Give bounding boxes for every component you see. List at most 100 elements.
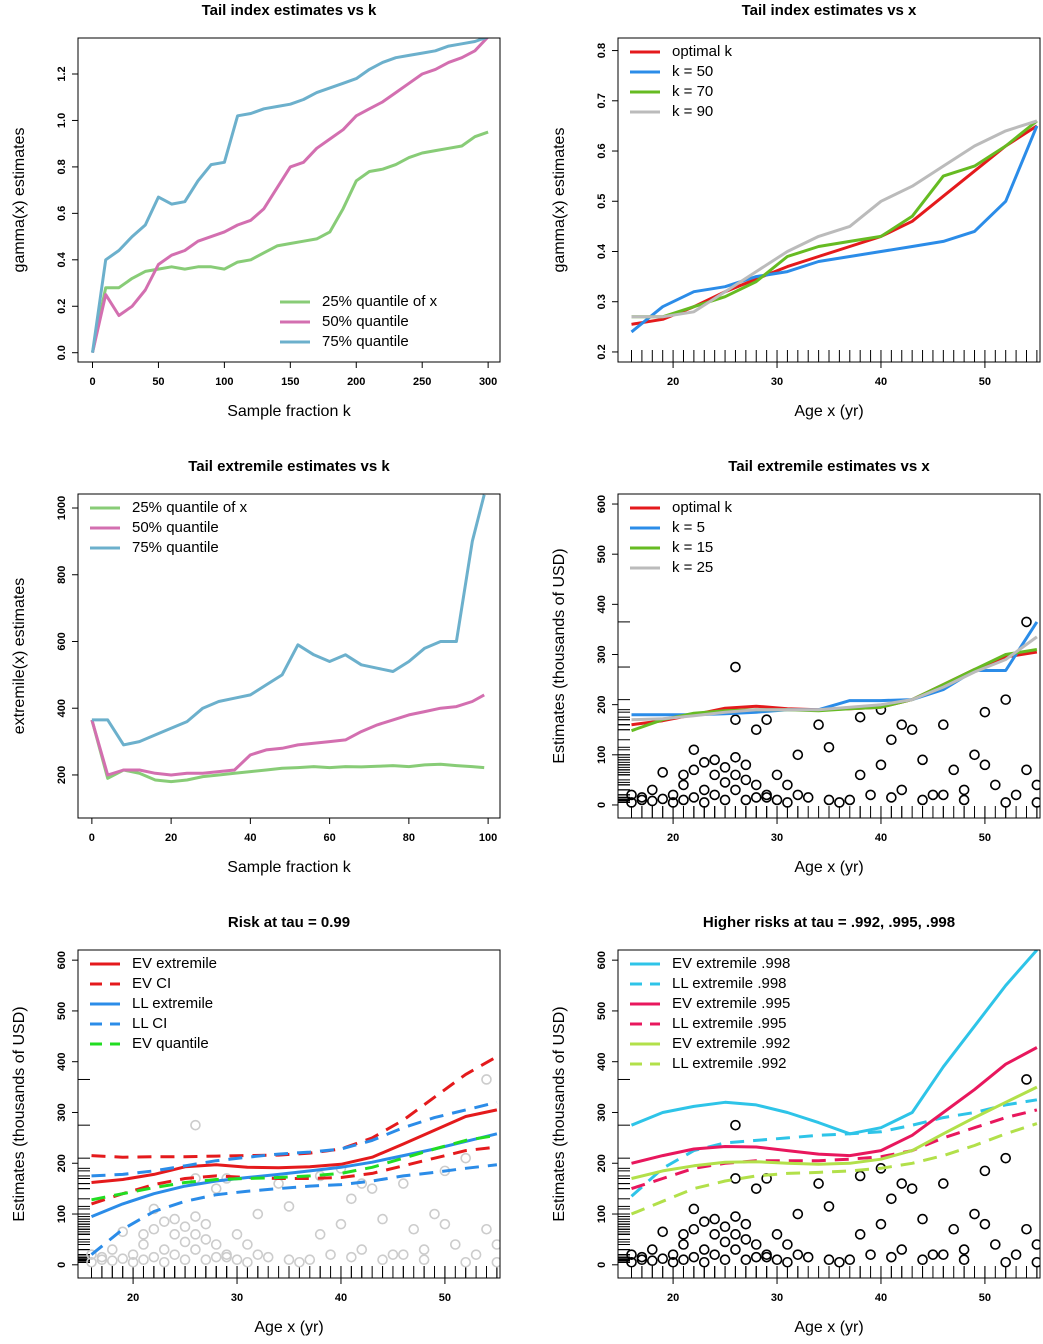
chart-title: Higher risks at tau = .992, .995, .998 [703,914,955,931]
data-point [792,789,804,801]
x-tick-label: 40 [875,376,887,388]
data-point [1010,1249,1022,1260]
data-point [938,1178,949,1189]
data-point [958,794,970,806]
legend-label: 25% quantile of x [132,499,248,516]
y-tick-label: 500 [56,1002,68,1020]
data-point [294,1256,305,1268]
data-point [698,1256,710,1268]
y-tick-label: 300 [596,645,608,663]
y-tick-label: 500 [596,1002,608,1020]
data-point [304,1254,316,1266]
y-tick-label: 1.2 [56,66,68,81]
y-tick-label: 0.5 [596,194,608,209]
data-point [730,1119,741,1131]
data-point [730,661,741,673]
plot-area [91,38,490,354]
x-tick-label: 30 [771,832,783,844]
x-axis-label: Age x (yr) [794,859,863,876]
plot-frame [617,949,1041,1279]
data-point [636,792,648,803]
data-point [678,779,689,791]
data-point [200,1254,212,1266]
y-tick-label: 200 [56,1154,68,1172]
x-tick-label: 20 [127,1292,139,1304]
x-tick-label: 20 [165,832,177,844]
data-point [252,1208,264,1220]
data-point [366,1183,378,1194]
data-point [917,1254,928,1266]
data-point [917,794,928,806]
series-line [90,1163,498,1256]
data-point [886,1251,897,1263]
data-point [481,1074,492,1085]
data-point [896,1178,908,1189]
series-line [91,38,490,354]
data-point [117,1253,128,1265]
data-point [647,784,658,796]
legend-label: EV extremile [132,955,217,972]
data-point [346,1193,357,1205]
data-point [678,1254,689,1266]
series-line [91,130,489,353]
data-point [678,794,689,806]
data-point [657,1253,668,1265]
data-point [730,1211,741,1222]
y-axis-label: gamma(x) estimates [11,128,28,273]
data-point [190,1244,201,1255]
data-point [990,779,1001,791]
data-point [262,1251,274,1263]
data-point [190,1211,201,1222]
data-point [750,724,762,736]
x-tick-label: 50 [979,832,991,844]
data-point [346,1251,357,1263]
data-point [179,1236,191,1248]
y-tick-label: 400 [596,1053,608,1071]
y-axis-label: Estimates (thousands of USD) [11,1006,28,1221]
y-tick-label: 0.2 [56,299,68,314]
data-point [678,769,689,781]
x-tick-label: 0 [89,832,95,844]
data-point [823,741,835,753]
data-point [190,1119,201,1131]
legend-label: EV extremile .998 [672,955,790,972]
plot-frame [617,493,1041,819]
legend-label: k = 15 [672,539,713,556]
legend-label: LL extremile .995 [672,1015,787,1032]
data-point [179,1254,191,1266]
panel: Tail extremile estimates vs k Sample frac… [11,458,501,876]
x-tick-label: 150 [281,376,299,388]
data-point [698,757,710,768]
data-point [138,1254,149,1266]
data-point [698,797,710,808]
legend-label: LL CI [132,1015,167,1032]
series-line [91,1108,498,1184]
data-point [626,789,637,801]
data-point [865,789,876,801]
y-tick-label: 100 [596,1205,608,1223]
data-point [314,1229,326,1240]
data-point [761,792,772,803]
data-point [709,1213,720,1225]
legend-label: k = 5 [672,519,705,536]
series-line [91,38,489,353]
data-point [896,719,908,731]
data-point [231,1254,243,1266]
series-line [631,1085,1038,1180]
x-tick-label: 30 [771,376,783,388]
data-point [802,1251,814,1263]
y-axis-label: gamma(x) estimates [551,128,568,273]
data-point [1031,1256,1040,1268]
data-point [730,1229,741,1240]
data-point [647,1255,658,1267]
data-point [948,764,960,776]
data-point [719,1236,731,1248]
data-point [792,1208,804,1220]
data-point [169,1213,180,1225]
legend-label: EV CI [132,975,171,992]
y-tick-label: 1000 [56,496,68,520]
x-tick-label: 20 [667,1292,679,1304]
y-tick-label: 100 [56,1205,68,1223]
legend-label: k = 90 [672,103,713,120]
data-point [719,1254,731,1266]
